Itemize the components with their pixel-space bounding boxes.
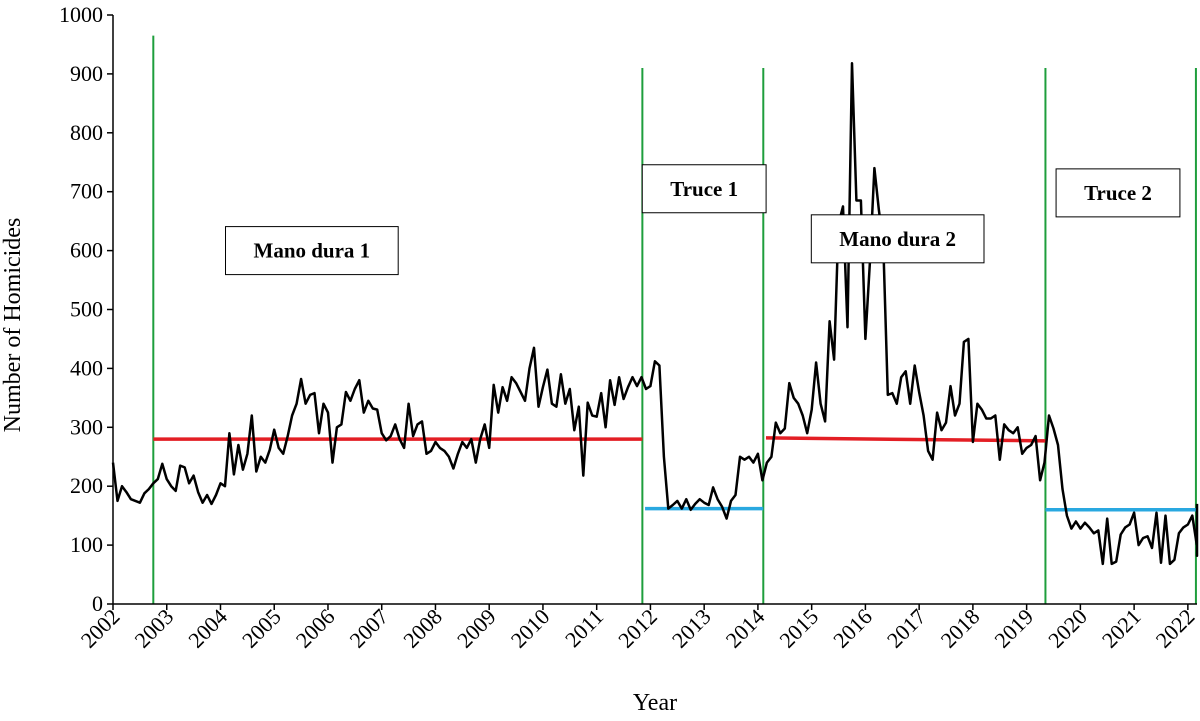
y-tick-label: 500 xyxy=(70,297,103,322)
x-tick-label: 2022 xyxy=(1151,604,1200,653)
x-tick-label: 2011 xyxy=(560,604,608,652)
y-tick-label: 600 xyxy=(70,238,103,263)
x-tick-label: 2019 xyxy=(989,604,1038,653)
y-axis-title: Number of Homicides xyxy=(0,218,26,433)
y-tick-label: 800 xyxy=(70,120,103,145)
x-tick-label: 2012 xyxy=(613,604,662,653)
x-tick-label: 2017 xyxy=(882,604,931,653)
period-label: Mano dura 2 xyxy=(810,214,985,264)
period-label: Mano dura 1 xyxy=(225,226,399,276)
y-tick-label: 700 xyxy=(70,179,103,204)
y-tick-label: 900 xyxy=(70,61,103,86)
x-axis-title: Year xyxy=(633,690,677,716)
x-tick-label: 2006 xyxy=(291,604,340,653)
x-tick-label: 2003 xyxy=(129,604,178,653)
period-label-box xyxy=(641,164,767,214)
y-axis-ticks: 0 100 200 300 400 500 600 700 800 900 1000 xyxy=(59,2,113,616)
period-label-text: Mano dura 2 xyxy=(839,227,956,251)
period-label-text: Truce 2 xyxy=(1084,181,1152,205)
y-tick-label: 1000 xyxy=(59,2,103,27)
x-tick-label: 2009 xyxy=(452,604,501,653)
period-label-box xyxy=(225,226,399,276)
period-boundaries xyxy=(152,35,1197,604)
period-label-text: Mano dura 1 xyxy=(254,239,371,263)
x-tick-label: 2004 xyxy=(183,604,232,653)
y-tick-label: 300 xyxy=(70,414,103,439)
x-tick-label: 2016 xyxy=(828,604,877,653)
x-tick-label: 2021 xyxy=(1097,604,1146,653)
y-tick-label: 0 xyxy=(92,591,103,616)
x-axis-ticks: 2002 2003 2004 2005 2006 2007 2008 2009 2010 2011… xyxy=(76,604,1200,653)
x-tick-label: 2013 xyxy=(667,604,716,653)
x-tick-label: 2010 xyxy=(506,604,555,653)
homicides-series-line xyxy=(111,62,1199,566)
period-label: Truce 2 xyxy=(1055,168,1181,218)
period-label-box xyxy=(1055,168,1181,218)
x-tick-label: 2018 xyxy=(936,604,985,653)
x-tick-label: 2007 xyxy=(344,604,393,653)
x-tick-label: 2015 xyxy=(774,604,823,653)
period-label-box xyxy=(810,214,985,264)
x-tick-label: 2020 xyxy=(1043,604,1092,653)
period-annotations: Mano dura 1 Truce 1 Mano dura 2 Truce 2 xyxy=(225,164,1181,276)
y-tick-label: 400 xyxy=(70,355,103,380)
x-tick-label: 2005 xyxy=(237,604,286,653)
homicides-series xyxy=(111,62,1199,566)
x-tick-label: 2002 xyxy=(76,604,125,653)
x-tick-label: 2008 xyxy=(398,604,447,653)
y-tick-label: 100 xyxy=(70,532,103,557)
period-label: Truce 1 xyxy=(641,164,767,214)
x-tick-label: 2014 xyxy=(721,604,770,653)
y-tick-label: 200 xyxy=(70,473,103,498)
period-label-text: Truce 1 xyxy=(670,177,738,201)
